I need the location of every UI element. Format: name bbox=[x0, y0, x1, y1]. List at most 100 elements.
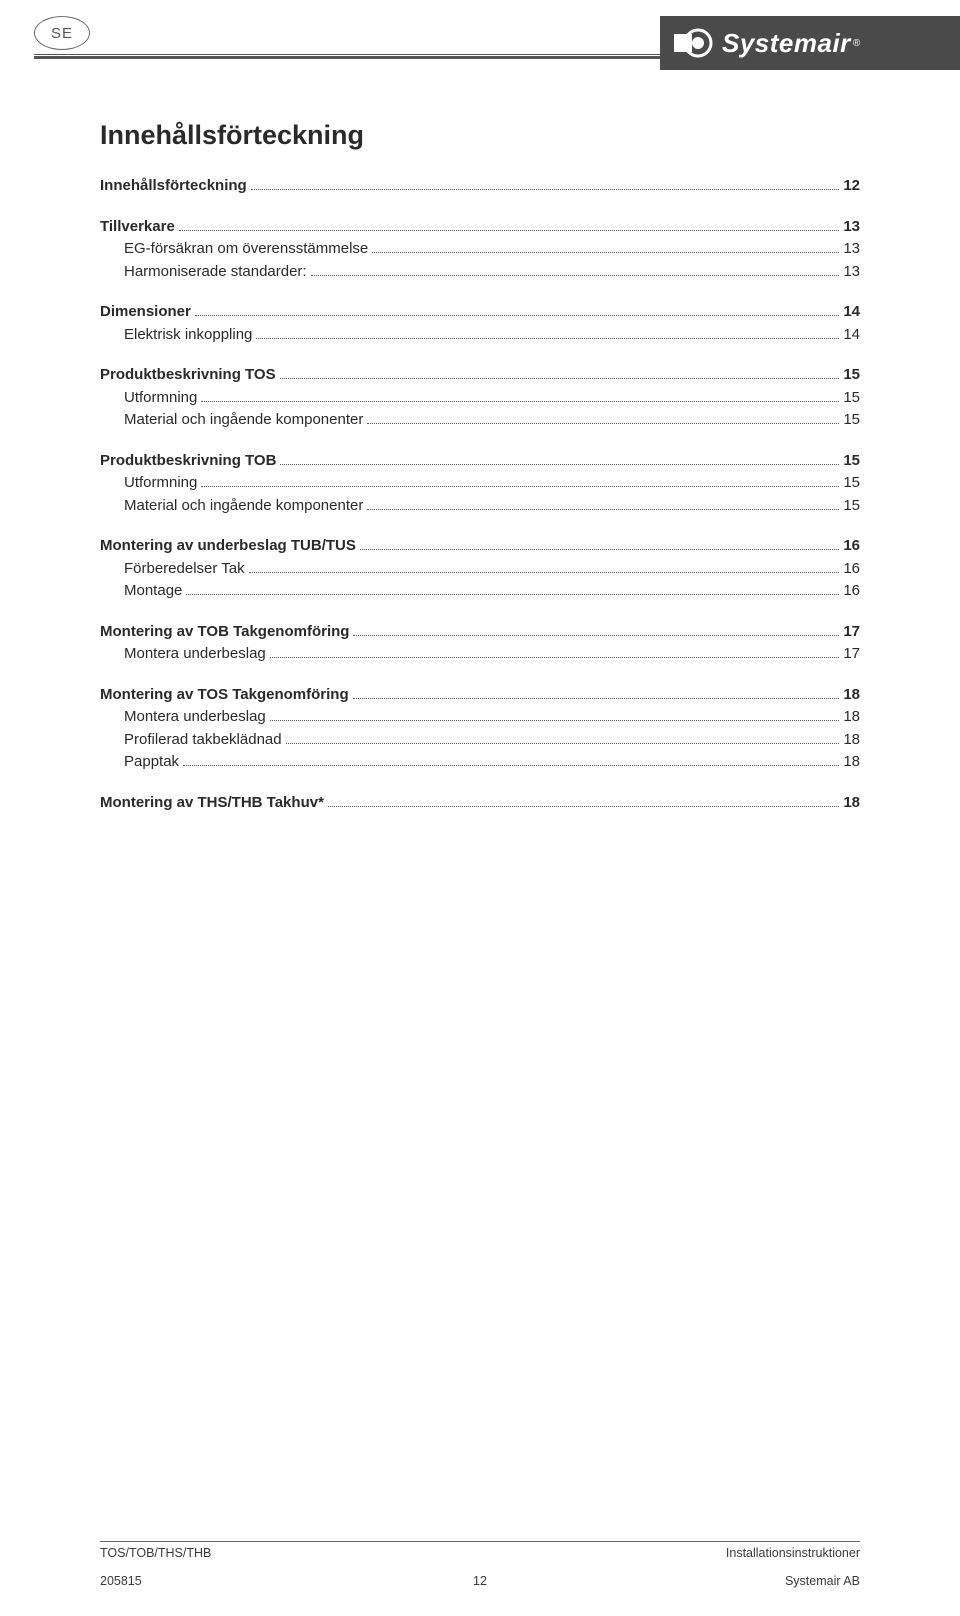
toc-label: Utformning bbox=[100, 472, 197, 495]
footer-doc-number: 205815 bbox=[100, 1574, 353, 1588]
toc-leader-dots bbox=[179, 230, 840, 231]
toc-label: Produktbeskrivning TOB bbox=[100, 450, 276, 473]
toc-group: Tillverkare13EG-försäkran om överensstäm… bbox=[100, 216, 860, 284]
toc-page: 18 bbox=[843, 729, 860, 752]
registered-mark: ® bbox=[853, 38, 860, 49]
toc-entry: Montering av THS/THB Takhuv* 18 bbox=[100, 792, 860, 815]
toc-container: Innehållsförteckning Innehållsförtecknin… bbox=[0, 70, 960, 814]
toc-entry: Montering av underbeslag TUB/TUS 16 bbox=[100, 535, 860, 558]
toc-leader-dots bbox=[201, 486, 839, 487]
toc-group: Montering av TOB Takgenomföring 17 Montera… bbox=[100, 621, 860, 666]
footer-doc-type: Installationsinstruktioner bbox=[726, 1546, 860, 1560]
toc-entry: Montera underbeslag 18 bbox=[100, 706, 860, 729]
toc-label: Elektrisk inkoppling bbox=[100, 324, 252, 347]
toc-title: Innehållsförteckning bbox=[100, 120, 860, 151]
toc-leader-dots bbox=[270, 657, 840, 658]
toc-entry: Montering av TOS Takgenomföring 18 bbox=[100, 684, 860, 707]
toc-leader-dots bbox=[372, 252, 839, 253]
toc-group: Produktbeskrivning TOB15Utformning15Mate… bbox=[100, 450, 860, 518]
toc-page: 16 bbox=[843, 580, 860, 603]
toc-page: 17 bbox=[843, 621, 860, 644]
toc-entry: Elektrisk inkoppling 14 bbox=[100, 324, 860, 347]
page-footer: TOS/TOB/THS/THB Installationsinstruktion… bbox=[100, 1541, 860, 1588]
language-code: SE bbox=[51, 25, 73, 42]
footer-product-codes: TOS/TOB/THS/THB bbox=[100, 1546, 211, 1560]
toc-entry: Material och ingående komponenter15 bbox=[100, 495, 860, 518]
toc-entry: Dimensioner14 bbox=[100, 301, 860, 324]
toc-entry: Innehållsförteckning12 bbox=[100, 175, 860, 198]
page-header: SE Systemair ® bbox=[0, 0, 960, 70]
toc-leader-dots bbox=[328, 806, 839, 807]
toc-label: Montering av TOB Takgenomföring bbox=[100, 621, 349, 644]
toc-page: 12 bbox=[843, 175, 860, 198]
toc-label: EG-försäkran om överensstämmelse bbox=[100, 238, 368, 261]
toc-label: Montage bbox=[100, 580, 182, 603]
toc-leader-dots bbox=[360, 549, 839, 550]
toc-page: 13 bbox=[843, 238, 860, 261]
toc-group: Dimensioner14Elektrisk inkoppling 14 bbox=[100, 301, 860, 346]
toc-entry: Utformning15 bbox=[100, 387, 860, 410]
toc-body: Innehållsförteckning12Tillverkare13EG-fö… bbox=[100, 175, 860, 814]
toc-entry: Förberedelser Tak 16 bbox=[100, 558, 860, 581]
toc-page: 15 bbox=[843, 387, 860, 410]
toc-label: Profilerad takbeklädnad bbox=[100, 729, 282, 752]
toc-label: Material och ingående komponenter bbox=[100, 495, 363, 518]
toc-leader-dots bbox=[270, 720, 840, 721]
language-badge: SE bbox=[34, 16, 90, 50]
toc-leader-dots bbox=[353, 635, 839, 636]
toc-leader-dots bbox=[251, 189, 840, 190]
toc-page: 15 bbox=[843, 409, 860, 432]
toc-label: Material och ingående komponenter bbox=[100, 409, 363, 432]
toc-page: 15 bbox=[843, 364, 860, 387]
toc-leader-dots bbox=[249, 572, 840, 573]
toc-page: 13 bbox=[843, 216, 860, 239]
toc-entry: Montering av TOB Takgenomföring 17 bbox=[100, 621, 860, 644]
toc-page: 18 bbox=[843, 684, 860, 707]
brand-mark-icon bbox=[674, 28, 716, 58]
toc-group: Montering av underbeslag TUB/TUS16Förber… bbox=[100, 535, 860, 603]
toc-leader-dots bbox=[280, 464, 839, 465]
toc-page: 17 bbox=[843, 643, 860, 666]
toc-entry: Papptak 18 bbox=[100, 751, 860, 774]
footer-rule bbox=[100, 1541, 860, 1542]
brand-logo: Systemair ® bbox=[660, 16, 960, 70]
toc-group: Montering av THS/THB Takhuv* 18 bbox=[100, 792, 860, 815]
toc-group: Produktbeskrivning TOS 15Utformning15Mate… bbox=[100, 364, 860, 432]
toc-entry: Produktbeskrivning TOS 15 bbox=[100, 364, 860, 387]
toc-label: Papptak bbox=[100, 751, 179, 774]
toc-entry: EG-försäkran om överensstämmelse 13 bbox=[100, 238, 860, 261]
toc-leader-dots bbox=[195, 315, 839, 316]
toc-label: Montering av THS/THB Takhuv* bbox=[100, 792, 324, 815]
header-rule bbox=[34, 54, 740, 60]
toc-entry: Profilerad takbeklädnad 18 bbox=[100, 729, 860, 752]
toc-leader-dots bbox=[256, 338, 839, 339]
toc-entry: Montage 16 bbox=[100, 580, 860, 603]
toc-entry: Harmoniserade standarder: 13 bbox=[100, 261, 860, 284]
toc-page: 14 bbox=[843, 324, 860, 347]
toc-label: Förberedelser Tak bbox=[100, 558, 245, 581]
toc-leader-dots bbox=[280, 378, 840, 379]
toc-page: 16 bbox=[843, 535, 860, 558]
toc-label: Tillverkare bbox=[100, 216, 175, 239]
toc-entry: Utformning 15 bbox=[100, 472, 860, 495]
toc-label: Harmoniserade standarder: bbox=[100, 261, 307, 284]
toc-page: 18 bbox=[843, 751, 860, 774]
toc-label: Montera underbeslag bbox=[100, 643, 266, 666]
toc-label: Dimensioner bbox=[100, 301, 191, 324]
toc-label: Montera underbeslag bbox=[100, 706, 266, 729]
toc-page: 18 bbox=[843, 792, 860, 815]
toc-label: Montering av underbeslag TUB/TUS bbox=[100, 535, 356, 558]
toc-leader-dots bbox=[353, 698, 840, 699]
toc-label: Produktbeskrivning TOS bbox=[100, 364, 276, 387]
toc-page: 18 bbox=[843, 706, 860, 729]
toc-leader-dots bbox=[183, 765, 839, 766]
toc-leader-dots bbox=[186, 594, 839, 595]
toc-label: Montering av TOS Takgenomföring bbox=[100, 684, 349, 707]
toc-page: 13 bbox=[843, 261, 860, 284]
toc-leader-dots bbox=[367, 423, 839, 424]
toc-page: 15 bbox=[843, 450, 860, 473]
toc-leader-dots bbox=[286, 743, 840, 744]
toc-entry: Tillverkare 13 bbox=[100, 216, 860, 239]
toc-page: 16 bbox=[843, 558, 860, 581]
toc-page: 15 bbox=[843, 472, 860, 495]
